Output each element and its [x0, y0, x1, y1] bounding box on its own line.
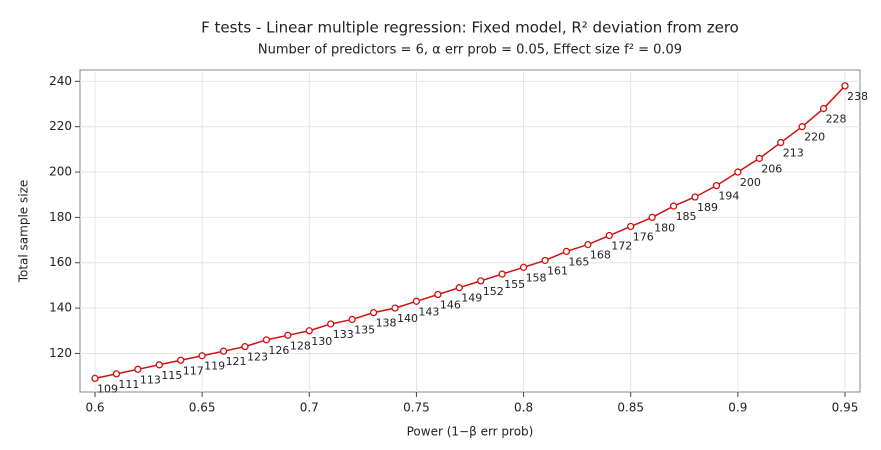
- value-label: 200: [740, 176, 761, 189]
- value-label: 130: [311, 335, 332, 348]
- data-point: [798, 123, 806, 131]
- data-point: [198, 352, 206, 360]
- data-point: [712, 181, 721, 190]
- data-point: [627, 222, 635, 231]
- data-point: [134, 365, 142, 373]
- value-label: 194: [718, 190, 739, 203]
- data-point: [669, 202, 678, 210]
- data-point: [112, 370, 121, 378]
- y-tick-label: 240: [49, 74, 72, 88]
- x-tick-label: 0.85: [617, 401, 644, 415]
- data-point: [412, 297, 421, 305]
- y-axis-label: Total sample size: [17, 180, 31, 284]
- value-label: 140: [397, 312, 418, 325]
- x-tick-label: 0.6: [85, 401, 104, 415]
- value-label: 146: [440, 298, 461, 311]
- value-label: 115: [161, 369, 182, 382]
- value-label: 185: [676, 210, 697, 223]
- data-point: [262, 336, 271, 344]
- value-label: 123: [247, 351, 268, 364]
- value-label: 189: [697, 201, 718, 214]
- y-tick-label: 120: [49, 346, 72, 360]
- data-point: [455, 284, 463, 292]
- value-label: 220: [804, 131, 825, 144]
- y-tick-label: 140: [49, 301, 72, 315]
- value-label: 126: [268, 344, 289, 357]
- data-point: [369, 308, 378, 317]
- data-point: [177, 356, 185, 364]
- x-tick-label: 0.65: [189, 401, 216, 415]
- data-point: [734, 168, 742, 176]
- value-label: 113: [140, 373, 161, 386]
- chart-subtitle: Number of predictors = 6, α err prob = 0…: [258, 43, 682, 58]
- series-line: [94, 85, 846, 380]
- data-point: [841, 82, 849, 90]
- y-tick-label: 160: [49, 255, 72, 269]
- value-label: 135: [354, 323, 375, 336]
- data-point: [305, 327, 313, 335]
- data-point: [91, 374, 99, 383]
- value-label: 213: [783, 147, 804, 160]
- plot-frame: [79, 69, 861, 393]
- data-point: [562, 247, 571, 256]
- y-tick-label: 180: [49, 210, 72, 224]
- value-label: 133: [333, 328, 354, 341]
- data-point: [648, 213, 656, 222]
- x-tick-label: 0.8: [514, 401, 533, 415]
- value-label: 206: [761, 162, 782, 175]
- value-label: 152: [483, 285, 504, 298]
- value-label: 168: [590, 249, 611, 262]
- value-label: 121: [226, 355, 247, 368]
- data-point: [777, 138, 785, 147]
- x-tick-label: 0.95: [832, 401, 859, 415]
- data-point: [541, 256, 549, 265]
- value-label: 149: [461, 292, 482, 305]
- data-point: [819, 104, 828, 113]
- data-point: [155, 361, 163, 369]
- data-point: [348, 315, 356, 324]
- value-label: 161: [547, 264, 568, 277]
- data-point: [605, 231, 613, 240]
- data-point: [219, 347, 228, 355]
- value-label: 228: [826, 113, 847, 126]
- data-point: [391, 304, 399, 312]
- chart-title: F tests - Linear multiple regression: Fi…: [201, 19, 739, 37]
- data-point: [284, 331, 292, 339]
- x-tick-label: 0.7: [300, 401, 319, 415]
- data-point: [755, 154, 763, 163]
- data-point: [519, 263, 528, 271]
- value-label: 111: [118, 378, 139, 391]
- data-point: [327, 320, 335, 328]
- x-tick-label: 0.9: [728, 401, 747, 415]
- value-label: 165: [568, 255, 589, 268]
- value-label: 138: [376, 317, 397, 330]
- data-point: [477, 277, 485, 285]
- value-label: 143: [418, 305, 439, 318]
- value-label: 172: [611, 240, 632, 253]
- value-label: 238: [847, 90, 868, 103]
- value-label: 155: [504, 278, 525, 291]
- value-label: 109: [97, 382, 118, 395]
- value-label: 176: [633, 230, 654, 243]
- value-label: 128: [290, 339, 311, 352]
- value-label: 180: [654, 221, 675, 234]
- y-tick-label: 220: [49, 119, 72, 133]
- x-tick-label: 0.75: [403, 401, 430, 415]
- data-point: [691, 193, 699, 201]
- value-label: 119: [204, 360, 225, 373]
- x-axis-label: Power (1−β err prob): [407, 425, 534, 439]
- data-point: [584, 240, 592, 249]
- data-point: [498, 270, 506, 278]
- y-tick-label: 200: [49, 165, 72, 179]
- data-point: [241, 342, 249, 351]
- value-label: 117: [183, 364, 204, 377]
- value-label: 158: [526, 271, 547, 284]
- data-point: [434, 290, 442, 299]
